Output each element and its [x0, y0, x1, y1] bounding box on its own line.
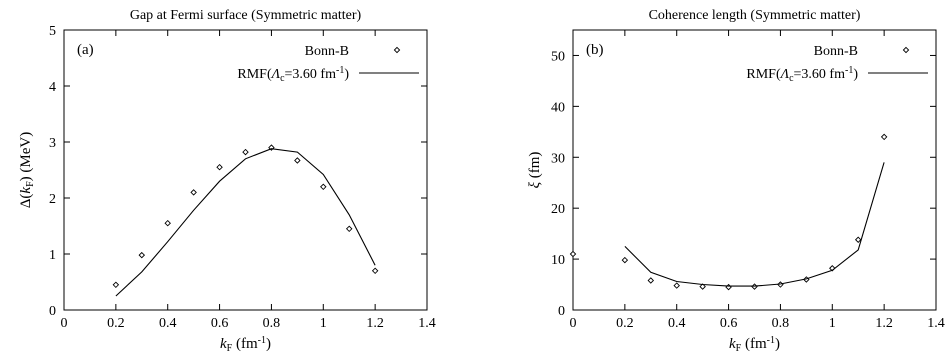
- x-tick-label: 1.4: [927, 316, 945, 331]
- legend-label-bonn-b: Bonn-B: [305, 44, 349, 59]
- y-axis-label: Δ(kF) (MeV): [18, 132, 36, 208]
- data-point-bonn-b: [242, 148, 249, 156]
- x-axis-label: kF (fm-1): [220, 335, 271, 354]
- data-point-bonn-b: [345, 225, 353, 233]
- data-point-bonn-b: [880, 133, 888, 141]
- data-point-bonn-b: [569, 250, 577, 258]
- data-point-bonn-b: [854, 236, 862, 243]
- y-tick-label: 4: [49, 80, 56, 95]
- y-axis-label: ξ (fm): [527, 152, 543, 189]
- x-tick-label: 1.2: [875, 316, 893, 331]
- series-line-rmf: [115, 148, 376, 297]
- x-tick-label: 0: [61, 316, 68, 331]
- chart-title: Coherence length (Symmetric matter): [649, 8, 861, 23]
- x-tick-label: 0.4: [159, 316, 177, 331]
- legend-label-rmf: RMF(Λc=3.60 fm-1): [746, 65, 858, 84]
- x-tick-label: 1.4: [418, 316, 436, 331]
- y-tick-label: 2: [49, 192, 56, 207]
- chart-panel-b: Coherence length (Symmetric matter) 0 0.2 0…: [527, 8, 945, 354]
- y-tick-label: 40: [551, 100, 565, 115]
- data-point-bonn-b: [699, 283, 706, 290]
- data-point-bonn-b: [294, 157, 301, 164]
- y-tick-label: 30: [551, 151, 565, 166]
- data-point-bonn-b: [138, 251, 146, 259]
- series-line-rmf: [624, 162, 885, 287]
- data-point-bonn-b: [673, 282, 680, 289]
- x-tick-label: 0.6: [720, 316, 738, 331]
- x-tick-label: 0.4: [668, 316, 686, 331]
- legend-label-bonn-b: Bonn-B: [814, 44, 858, 59]
- data-point-bonn-b: [164, 219, 171, 227]
- y-tick-label: 1: [49, 248, 56, 263]
- data-point-bonn-b: [647, 277, 655, 284]
- legend-label-rmf: RMF(Λc=3.60 fm-1): [237, 65, 349, 84]
- data-point-bonn-b: [621, 256, 629, 264]
- data-point-bonn-b: [112, 281, 120, 289]
- x-tick-label: 0.6: [211, 316, 229, 331]
- y-tick-label: 50: [551, 49, 565, 64]
- x-tick-label: 0.2: [107, 316, 125, 331]
- data-point-bonn-b: [725, 283, 732, 291]
- y-tick-label: 20: [551, 202, 565, 217]
- y-tick-label: 0: [49, 304, 56, 319]
- data-point-bonn-b: [190, 189, 197, 196]
- legend-marker-bonn-b: [393, 46, 401, 54]
- x-axis-label: kF (fm-1): [729, 335, 780, 354]
- y-tick-label: 10: [551, 253, 565, 268]
- x-tick-label: 1: [320, 316, 327, 331]
- data-point-bonn-b: [320, 183, 327, 191]
- panel-label: (b): [586, 42, 604, 58]
- x-tick-label: 0.8: [772, 316, 790, 331]
- x-tick-label: 0: [570, 316, 577, 331]
- x-tick-label: 1: [829, 316, 836, 331]
- chart-panel-a: Gap at Fermi surface (Symmetric matter) 0…: [18, 8, 436, 354]
- legend-marker-bonn-b: [902, 46, 910, 54]
- x-tick-label: 0.8: [263, 316, 281, 331]
- y-tick-label: 5: [49, 24, 56, 39]
- plot-frame: [572, 29, 937, 311]
- plot-frame: [63, 29, 428, 311]
- chart-title: Gap at Fermi surface (Symmetric matter): [130, 8, 362, 23]
- x-tick-label: 1.2: [366, 316, 384, 331]
- y-tick-label: 3: [49, 136, 56, 151]
- data-point-bonn-b: [371, 267, 379, 275]
- x-tick-label: 0.2: [616, 316, 634, 331]
- y-tick-label: 0: [558, 304, 565, 319]
- data-point-bonn-b: [216, 163, 223, 171]
- panel-label: (a): [77, 42, 94, 58]
